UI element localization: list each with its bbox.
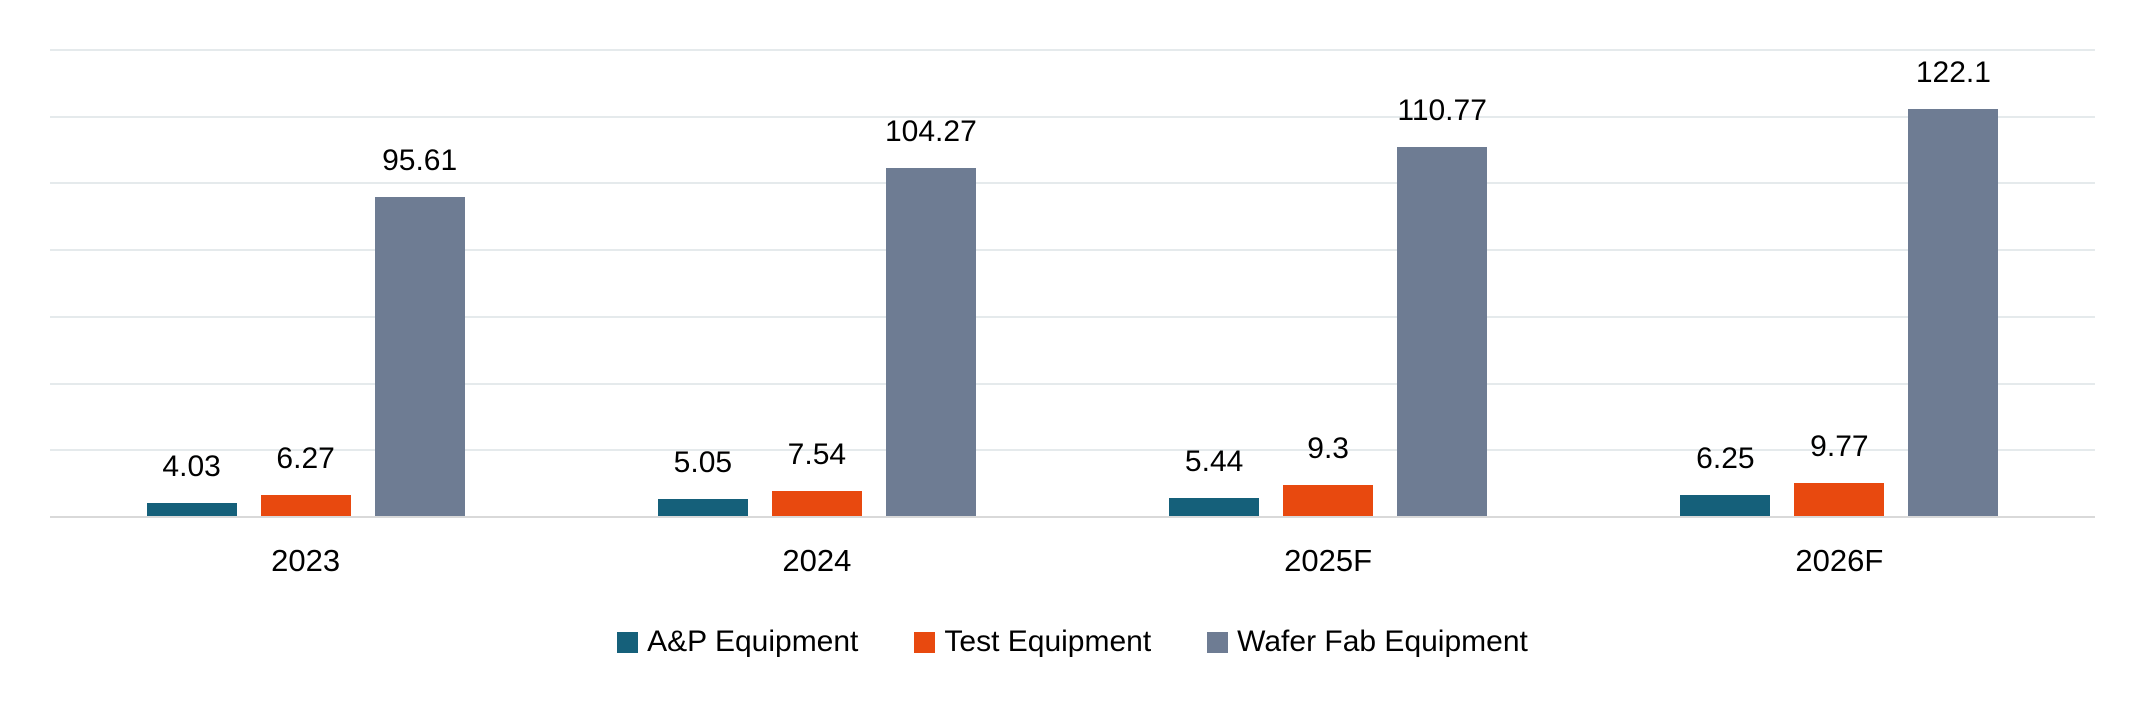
bar-wafer-fab-equipment (1908, 108, 1999, 516)
bar-a-p-equipment (146, 502, 237, 516)
bar-col: 6.27 (260, 441, 351, 516)
x-axis-label-2024: 2024 (782, 543, 852, 578)
bar-test-equipment (260, 495, 351, 516)
bar-col: 5.05 (657, 445, 748, 516)
bar-col: 9.77 (1794, 429, 1885, 516)
data-label: 5.44 (1184, 444, 1244, 478)
data-label: 5.05 (673, 446, 733, 480)
bar-col: 6.25 (1680, 441, 1771, 516)
legend-label-ap-equipment: A&P Equipment (647, 625, 859, 658)
legend-label-wafer-fab-equipment: Wafer Fab Equipment (1237, 625, 1528, 658)
bar-group-2024: 5.05 7.54 104.27 (561, 49, 1072, 516)
data-label: 95.61 (382, 144, 458, 178)
bar-col: 7.54 (771, 437, 862, 516)
gridline-100 (50, 182, 2095, 185)
gridline-40 (50, 382, 2095, 385)
data-label: 122.1 (1915, 55, 1991, 89)
legend-label-test-equipment: Test Equipment (944, 625, 1152, 658)
legend-item-test-equipment: Test Equipment (914, 624, 1151, 660)
data-label: 6.27 (276, 442, 335, 476)
bar-wafer-fab-equipment (885, 168, 976, 516)
bar-test-equipment (1794, 483, 1885, 516)
bar-group-2026f: 6.25 9.77 122.1 (1584, 49, 2095, 516)
bar-col: 110.77 (1397, 93, 1488, 516)
x-axis-line (50, 516, 2095, 518)
bar-wafer-fab-equipment (374, 197, 465, 516)
data-label: 110.77 (1397, 93, 1487, 127)
bar-col: 5.44 (1169, 444, 1260, 516)
bar-col: 4.03 (146, 449, 237, 516)
x-axis-label-2023: 2023 (271, 543, 341, 578)
bar-col: 122.1 (1908, 55, 1999, 516)
data-label: 9.77 (1810, 430, 1869, 464)
bar-col: 9.3 (1283, 431, 1374, 516)
data-label: 6.25 (1696, 442, 1755, 476)
legend-swatch-wafer-fab-equipment-icon (1207, 631, 1229, 653)
legend: A&P Equipment Test Equipment Wafer Fab E… (0, 624, 2145, 660)
bar-col: 95.61 (374, 143, 465, 516)
bar-col: 104.27 (885, 114, 977, 516)
data-label: 9.3 (1307, 431, 1349, 465)
bar-test-equipment (1283, 484, 1374, 516)
bar-a-p-equipment (1169, 497, 1260, 516)
gridline-80 (50, 249, 2095, 252)
plot-area: 4.03 6.27 95.61 5.05 7.54 104.27 5.44 9.3 110.77… (50, 49, 2095, 518)
x-axis-label-2026f: 2026F (1795, 543, 1884, 578)
gridline-120 (50, 115, 2095, 118)
legend-swatch-ap-equipment-icon (617, 631, 639, 653)
x-axis-labels: 2023 2024 2025F 2026F (50, 542, 2095, 579)
legend-swatch-test-equipment-icon (914, 631, 936, 653)
bar-group-2023: 4.03 6.27 95.61 (50, 49, 561, 516)
legend-item-wafer-fab-equipment: Wafer Fab Equipment (1207, 624, 1528, 660)
x-axis-label-2025f: 2025F (1284, 543, 1373, 578)
gridline-20 (50, 449, 2095, 452)
bar-a-p-equipment (657, 499, 748, 516)
bar-test-equipment (771, 490, 862, 516)
bar-groups: 4.03 6.27 95.61 5.05 7.54 104.27 5.44 9.3 110.77… (50, 49, 2095, 516)
bar-group-2025f: 5.44 9.3 110.77 (1073, 49, 1584, 516)
gridline-60 (50, 315, 2095, 318)
bar-wafer-fab-equipment (1397, 146, 1488, 516)
data-label: 7.54 (787, 437, 847, 471)
data-label: 4.03 (162, 449, 221, 483)
data-label: 104.27 (885, 115, 977, 149)
gridline-140 (50, 49, 2095, 51)
legend-item-ap-equipment: A&P Equipment (617, 624, 858, 660)
bar-a-p-equipment (1680, 495, 1771, 516)
